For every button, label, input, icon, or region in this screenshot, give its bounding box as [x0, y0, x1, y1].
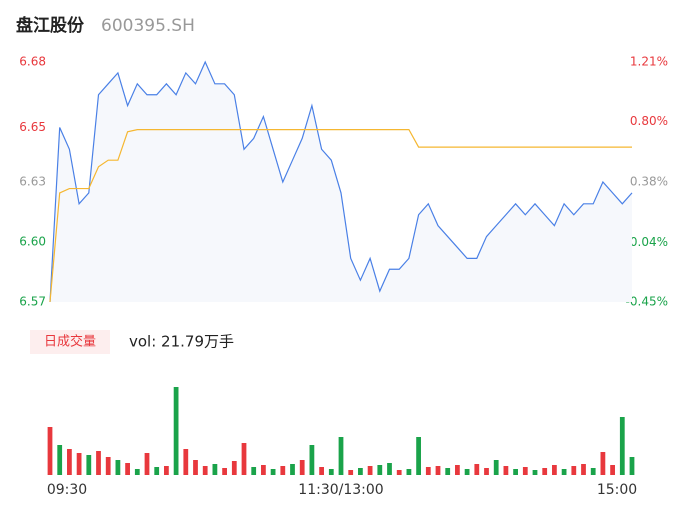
y-tick-label: 6.63 — [19, 175, 46, 189]
volume-bar — [455, 465, 460, 475]
y-tick-label: 6.68 — [19, 55, 46, 69]
stock-name: 盘江股份 — [16, 15, 85, 36]
y2-tick-label: -0.04% — [626, 235, 668, 249]
volume-bar — [358, 468, 363, 475]
volume-bar — [542, 468, 548, 475]
volume-bar — [134, 469, 140, 475]
volume-bar — [222, 468, 227, 475]
volume-bar — [619, 417, 625, 475]
volume-bar — [105, 457, 111, 475]
volume-bar — [425, 467, 431, 475]
volume-bar — [319, 467, 324, 475]
volume-bar — [367, 466, 373, 475]
volume-bar — [552, 465, 557, 475]
x-tick-label: 09:30 — [47, 482, 87, 498]
volume-bar — [125, 463, 130, 475]
y-tick-label: 6.57 — [19, 295, 46, 309]
y2-tick-label: 0.80% — [630, 114, 668, 128]
volume-bar — [183, 449, 189, 475]
volume-bar — [610, 465, 615, 475]
volume-bar — [154, 467, 160, 475]
stock-code: 600395.SH — [101, 16, 195, 36]
volume-bar — [261, 465, 266, 475]
x-tick-label: 11:30/13:00 — [298, 482, 383, 498]
y-tick-label: 6.65 — [19, 120, 46, 134]
volume-bar — [484, 468, 489, 475]
volume-bar — [464, 469, 470, 475]
volume-bar — [445, 468, 451, 475]
average-line — [49, 129, 632, 303]
volume-tab[interactable]: 日成交量 — [44, 334, 96, 350]
price-line — [49, 60, 633, 303]
volume-bar — [387, 463, 392, 475]
volume-bar — [115, 460, 121, 475]
y-tick-label: 6.60 — [19, 235, 46, 249]
volume-bar — [522, 467, 528, 475]
volume-bar — [406, 469, 412, 475]
volume-bar — [590, 468, 596, 475]
volume-bar — [212, 464, 218, 475]
volume-bar — [67, 449, 72, 475]
volume-bar — [513, 469, 518, 475]
y2-tick-label: 1.21% — [630, 55, 668, 69]
volume-bar — [280, 466, 286, 475]
volume-bar — [561, 469, 567, 475]
volume-bar — [348, 470, 354, 475]
volume-bar — [241, 443, 247, 475]
volume-bar — [270, 469, 276, 475]
volume-bar — [571, 466, 577, 475]
volume-bar — [144, 453, 150, 475]
volume-bar — [76, 453, 82, 475]
volume-bar — [328, 469, 334, 475]
volume-bar — [493, 460, 499, 475]
volume-bar — [396, 470, 402, 475]
volume-title: vol: 21.79万手 — [129, 333, 234, 351]
volume-bar — [193, 460, 198, 475]
volume-bar — [164, 466, 169, 475]
x-tick-label: 15:00 — [597, 482, 637, 498]
volume-bar — [338, 437, 344, 475]
volume-tab-bg[interactable] — [30, 330, 110, 354]
volume-bar — [600, 452, 606, 475]
price-area — [50, 62, 632, 302]
volume-bar — [251, 467, 257, 475]
volume-bar — [57, 445, 63, 475]
volume-bar — [231, 461, 237, 475]
volume-bar — [532, 470, 538, 475]
volume-bar — [96, 451, 101, 475]
volume-bar — [581, 464, 586, 475]
volume-bar — [503, 466, 509, 475]
volume-bar — [377, 465, 383, 475]
volume-bar — [309, 445, 315, 475]
volume-bar — [474, 464, 480, 475]
volume-bar — [299, 460, 305, 475]
y2-tick-label: -0.45% — [626, 295, 668, 309]
volume-bar — [416, 437, 421, 475]
volume-bar — [435, 466, 441, 475]
y2-tick-label: 0.38% — [630, 175, 668, 189]
volume-bar — [173, 387, 179, 475]
volume-bar — [290, 464, 295, 475]
volume-bar — [47, 427, 53, 475]
volume-bar — [629, 457, 635, 475]
volume-bar — [86, 455, 92, 475]
volume-bar — [202, 466, 208, 475]
